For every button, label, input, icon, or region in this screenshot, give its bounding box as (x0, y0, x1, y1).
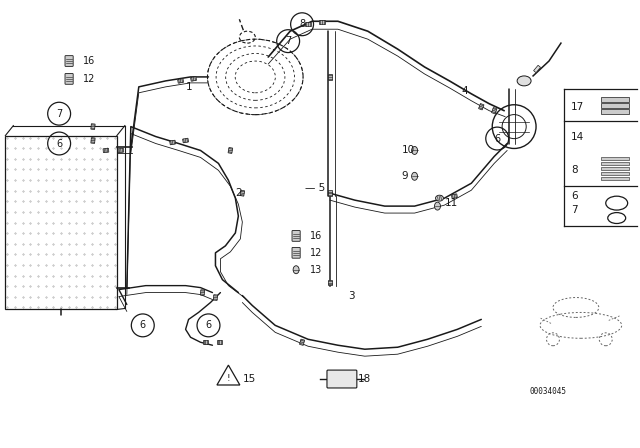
Polygon shape (319, 20, 324, 24)
Polygon shape (240, 190, 244, 196)
Ellipse shape (412, 146, 417, 155)
Text: 13: 13 (310, 265, 323, 275)
Polygon shape (328, 74, 332, 80)
Polygon shape (305, 22, 311, 26)
FancyBboxPatch shape (327, 370, 357, 388)
Text: 6: 6 (494, 134, 500, 143)
Ellipse shape (293, 266, 299, 274)
Text: 9: 9 (402, 171, 408, 181)
Polygon shape (328, 190, 332, 196)
Bar (5, 136, 117, 310)
Text: 8: 8 (571, 165, 577, 175)
Text: 7: 7 (571, 205, 577, 215)
Polygon shape (451, 194, 458, 198)
Text: 12: 12 (310, 248, 323, 258)
Bar (601, 103, 628, 108)
Polygon shape (103, 148, 109, 153)
Polygon shape (436, 196, 442, 201)
Polygon shape (492, 108, 497, 114)
Text: 6: 6 (56, 138, 62, 148)
Bar (601, 157, 628, 160)
Text: 18: 18 (358, 374, 371, 384)
Text: 00034045: 00034045 (529, 388, 566, 396)
Text: 2: 2 (236, 188, 242, 198)
Ellipse shape (412, 172, 417, 180)
Polygon shape (228, 147, 233, 154)
Polygon shape (191, 77, 196, 81)
FancyBboxPatch shape (292, 247, 300, 258)
Text: 3: 3 (348, 291, 355, 301)
Text: !: ! (227, 374, 230, 383)
Text: 8: 8 (299, 19, 305, 29)
Polygon shape (217, 340, 222, 344)
FancyBboxPatch shape (292, 231, 300, 241)
Polygon shape (328, 280, 332, 285)
Ellipse shape (435, 195, 444, 201)
Text: 6: 6 (571, 191, 577, 201)
Text: 15: 15 (243, 374, 255, 384)
Text: 17: 17 (571, 102, 584, 112)
Text: 4: 4 (461, 86, 468, 96)
Polygon shape (534, 65, 541, 73)
Text: 1: 1 (186, 82, 192, 92)
Text: 10: 10 (402, 146, 415, 155)
Bar (601, 167, 628, 170)
Polygon shape (479, 103, 484, 110)
Polygon shape (91, 124, 95, 129)
Polygon shape (118, 148, 124, 153)
Polygon shape (213, 295, 218, 301)
Text: — 5: — 5 (305, 183, 325, 193)
Text: 12: 12 (83, 74, 95, 84)
Polygon shape (200, 290, 205, 296)
Text: 6: 6 (205, 320, 212, 330)
Polygon shape (170, 140, 175, 145)
Text: 16: 16 (83, 56, 95, 66)
Ellipse shape (435, 202, 440, 210)
Bar (601, 97, 628, 102)
Polygon shape (203, 340, 208, 344)
Ellipse shape (517, 76, 531, 86)
Text: 7: 7 (56, 109, 62, 119)
Polygon shape (300, 339, 305, 345)
Bar (601, 177, 628, 180)
Text: 6: 6 (140, 320, 146, 330)
Bar (601, 172, 628, 175)
Bar (601, 162, 628, 165)
Bar (601, 109, 628, 114)
Polygon shape (177, 78, 184, 83)
Text: 14: 14 (571, 132, 584, 142)
Polygon shape (182, 138, 189, 143)
Polygon shape (91, 138, 95, 143)
FancyBboxPatch shape (65, 73, 73, 84)
FancyBboxPatch shape (65, 56, 73, 66)
Text: 7: 7 (285, 36, 291, 46)
Text: 11: 11 (444, 198, 458, 208)
Text: 16: 16 (310, 231, 323, 241)
